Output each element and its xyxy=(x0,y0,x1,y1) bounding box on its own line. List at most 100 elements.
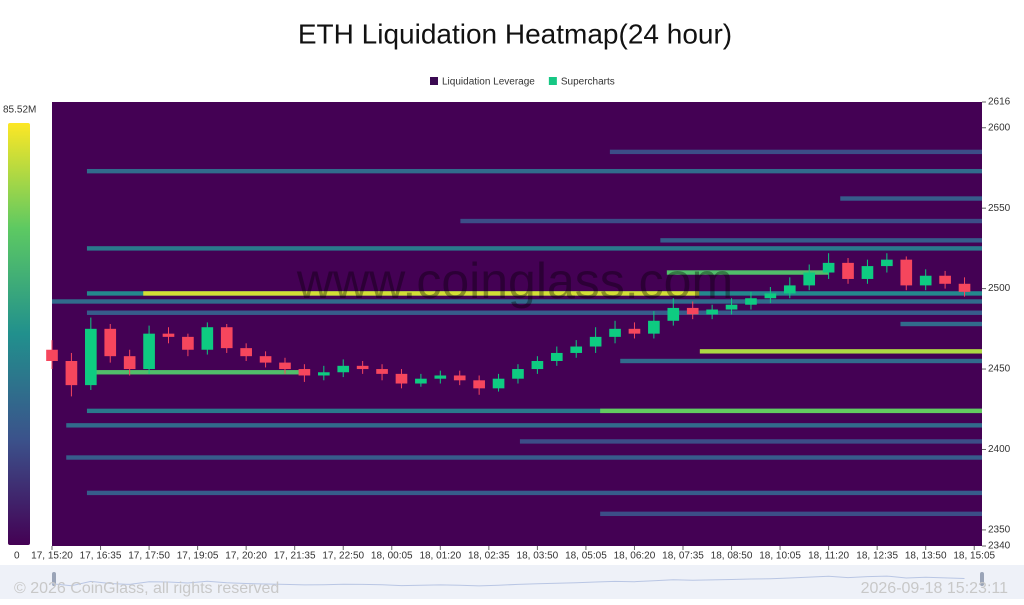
candle-body xyxy=(182,336,194,350)
candle-body xyxy=(881,259,893,267)
legend-swatch xyxy=(430,77,438,85)
candle-body xyxy=(939,275,951,284)
legend-label: Supercharts xyxy=(561,77,615,88)
candle-body xyxy=(143,333,155,370)
colorbar-label: 0 xyxy=(14,551,20,562)
heat-band xyxy=(620,358,982,364)
chart-title: ETH Liquidation Heatmap(24 hour) xyxy=(298,18,732,49)
x-tick-label: 18, 06:20 xyxy=(614,551,656,562)
x-tick-label: 18, 12:35 xyxy=(856,551,898,562)
y-tick-label: 2500 xyxy=(988,283,1011,294)
candle-body xyxy=(822,262,835,273)
candle-body xyxy=(434,375,447,379)
x-tick-label: 18, 11:20 xyxy=(808,551,849,562)
candle-body xyxy=(609,328,621,337)
heat-band xyxy=(460,218,983,224)
heat-band xyxy=(86,408,982,414)
heat-band xyxy=(609,149,982,155)
candle-body xyxy=(550,352,563,361)
candle-body xyxy=(764,293,777,299)
x-tick-label: 18, 02:35 xyxy=(468,551,510,562)
heat-band xyxy=(600,408,982,414)
candle-body xyxy=(842,262,854,279)
navigator-handle-right[interactable] xyxy=(980,572,984,586)
candle-body xyxy=(492,378,505,389)
candle-body xyxy=(745,298,757,305)
x-tick-label: 18, 03:50 xyxy=(517,551,559,562)
candle-body xyxy=(589,336,602,347)
x-tick-label: 17, 21:35 xyxy=(274,551,316,562)
candle-body xyxy=(317,372,330,376)
heat-band xyxy=(519,439,982,444)
candle-body xyxy=(415,378,427,384)
heatmap-background xyxy=(52,102,982,546)
x-tick-label: 18, 08:50 xyxy=(711,551,753,562)
y-tick-label: 2550 xyxy=(988,203,1011,214)
candle-body xyxy=(570,346,583,353)
colorbar-label: 85.52M xyxy=(3,105,36,116)
y-tick-label: 2600 xyxy=(988,122,1011,133)
candle-body xyxy=(958,283,971,292)
heat-band xyxy=(86,246,982,251)
candle-body xyxy=(123,356,136,370)
heat-band xyxy=(900,321,982,327)
candle-body xyxy=(706,309,718,315)
heat-band xyxy=(86,490,982,496)
candle-body xyxy=(65,361,78,386)
candle-body xyxy=(201,327,214,350)
candle-body xyxy=(162,333,175,337)
x-tick-label: 18, 15:05 xyxy=(953,551,995,562)
candle-body xyxy=(298,369,311,376)
y-tick-label: 2400 xyxy=(988,444,1011,455)
candle-body xyxy=(783,285,796,294)
candle-body xyxy=(473,380,485,389)
heat-band xyxy=(660,238,982,243)
heat-band xyxy=(86,168,982,174)
heat-band xyxy=(143,291,700,296)
candle-body xyxy=(376,369,388,374)
heat-band xyxy=(600,511,982,517)
candle-body xyxy=(337,365,350,373)
x-tick-label: 17, 16:35 xyxy=(80,551,122,562)
heat-band xyxy=(66,423,983,428)
colorbar xyxy=(8,123,30,545)
candle-body xyxy=(667,307,680,321)
y-tick-label: 2616 xyxy=(988,97,1011,108)
candle-body xyxy=(356,365,369,370)
heat-band xyxy=(66,455,983,460)
x-tick-label: 18, 13:50 xyxy=(905,551,947,562)
legend-label: Liquidation Leverage xyxy=(442,77,535,88)
heat-band xyxy=(52,299,982,304)
navigator-handle-left[interactable] xyxy=(52,572,56,586)
x-tick-label: 18, 07:35 xyxy=(662,551,704,562)
y-tick-label: 2450 xyxy=(988,364,1011,375)
candle-body xyxy=(803,272,816,286)
x-tick-label: 18, 01:20 xyxy=(419,551,461,562)
watermark: www.coinglass.com xyxy=(296,253,733,309)
candle-body xyxy=(686,307,699,315)
candle-body xyxy=(861,266,874,279)
navigator-line xyxy=(51,575,965,587)
heat-band xyxy=(86,370,300,375)
x-tick-label: 18, 05:05 xyxy=(565,551,607,562)
timestamp: 2026-09-18 15:23:11 xyxy=(861,580,1008,597)
candle-body xyxy=(725,304,738,310)
copyright: © 2026 CoinGlass, all rights reserved xyxy=(14,580,279,597)
candle-body xyxy=(240,348,252,357)
candle-body xyxy=(395,373,408,384)
x-tick-label: 17, 19:05 xyxy=(177,551,219,562)
y-tick-label: 2350 xyxy=(988,525,1011,536)
x-tick-label: 17, 22:50 xyxy=(322,551,364,562)
candle-body xyxy=(512,369,524,379)
legend-swatch xyxy=(548,77,557,85)
candle-body xyxy=(531,361,544,370)
candle-body xyxy=(220,327,233,349)
x-tick-label: 17, 20:20 xyxy=(225,551,267,562)
x-tick-label: 17, 17:50 xyxy=(128,551,170,562)
candle-body xyxy=(104,328,117,357)
heat-band xyxy=(699,349,982,354)
candle-body xyxy=(628,328,641,334)
candle-body xyxy=(900,259,913,286)
candle-body xyxy=(648,320,660,334)
x-tick-label: 18, 00:05 xyxy=(371,551,413,562)
